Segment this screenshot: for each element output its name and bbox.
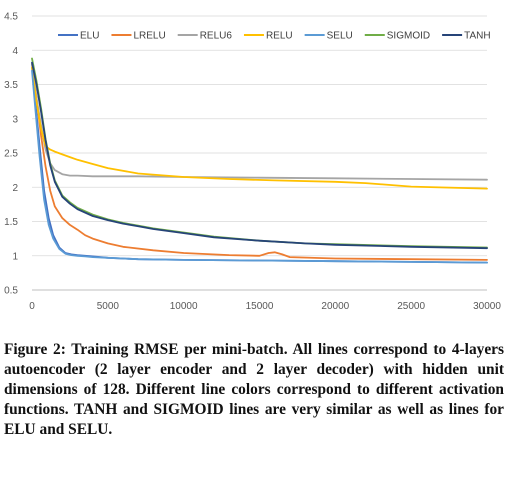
series-line-relu <box>31 66 488 190</box>
x-tick-label: 15000 <box>246 301 274 312</box>
chart-area: 0.5 1 1.5 2 2.5 3 3.5 4 4.5 0 5000 10000 15000 20000… <box>4 12 501 313</box>
series-line-lrelu <box>31 63 488 261</box>
x-tick-label: 20000 <box>321 301 349 312</box>
series-line-elu <box>31 66 488 264</box>
y-tick-label: 1 <box>12 251 18 262</box>
x-tick-label: 25000 <box>397 301 425 312</box>
y-tick-label: 3 <box>12 114 18 125</box>
legend-label-selu: SELU <box>327 31 353 42</box>
y-tick-label: 1.5 <box>4 217 18 228</box>
y-tick-labels: 0.5 1 1.5 2 2.5 3 3.5 4 4.5 <box>4 12 18 297</box>
legend: ELU LRELU RELU6 RELU SELU SIGMOID TANH <box>58 31 491 42</box>
series-line-selu <box>31 69 488 264</box>
series-line-relu6 <box>31 63 488 181</box>
y-tick-label: 4.5 <box>4 12 18 23</box>
legend-label-lrelu: LRELU <box>133 31 165 42</box>
y-tick-label: 2 <box>12 183 18 194</box>
figure-caption: Figure 2: Training RMSE per mini-batch. … <box>4 341 504 438</box>
x-tick-label: 30000 <box>473 301 501 312</box>
line-chart: 0.5 1 1.5 2 2.5 3 3.5 4 4.5 0 5000 10000 15000 20000… <box>4 12 501 313</box>
legend-label-relu6: RELU6 <box>200 31 233 42</box>
y-tick-label: 4 <box>12 46 18 57</box>
series-lines <box>31 57 488 264</box>
legend-label-tanh: TANH <box>464 31 490 42</box>
x-tick-label: 5000 <box>97 301 120 312</box>
x-tick-label: 10000 <box>170 301 198 312</box>
y-tick-label: 0.5 <box>4 286 18 297</box>
series-line-tanh <box>31 61 488 250</box>
legend-label-sigmoid: SIGMOID <box>387 31 430 42</box>
y-tick-label: 3.5 <box>4 80 18 91</box>
gridlines <box>32 15 487 257</box>
legend-label-relu: RELU <box>266 31 293 42</box>
x-tick-label: 0 <box>29 301 35 312</box>
legend-label-elu: ELU <box>80 31 99 42</box>
y-tick-label: 2.5 <box>4 149 18 160</box>
x-tick-labels: 0 5000 10000 15000 20000 25000 30000 <box>29 301 501 312</box>
